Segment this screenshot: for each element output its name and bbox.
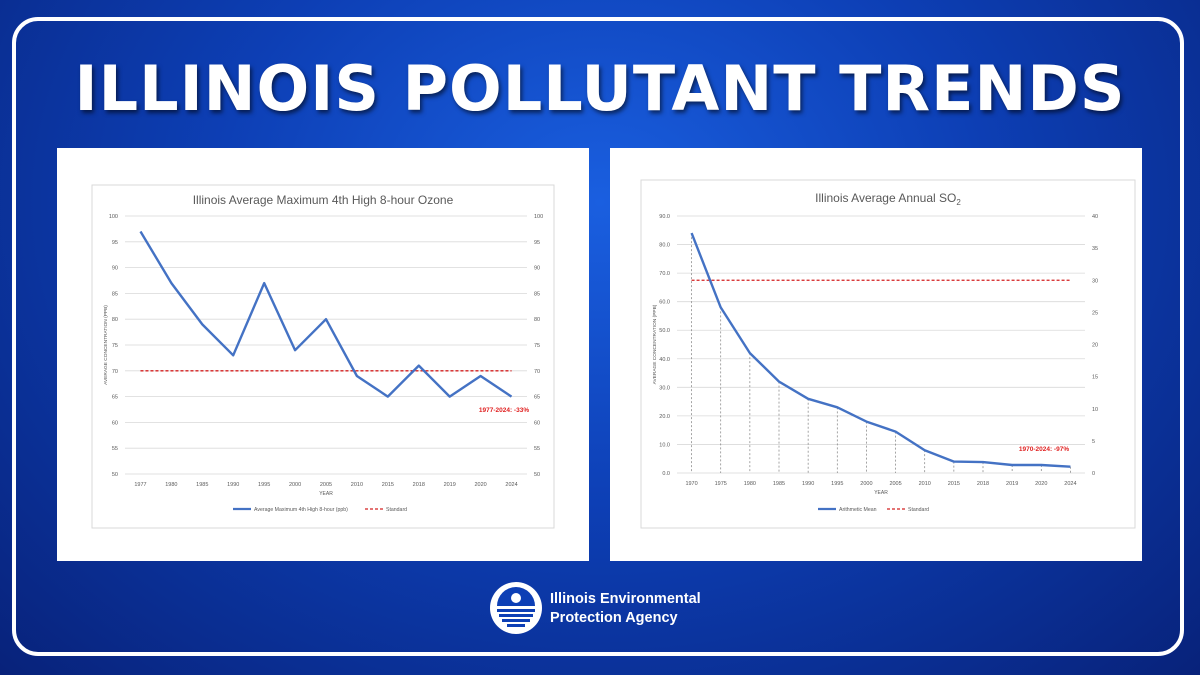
legend-label-standard: Standard: [386, 507, 407, 513]
x-tick-label: 2024: [1064, 481, 1076, 487]
y-tick-label: 90: [112, 266, 118, 272]
y-tick-label: 50: [112, 472, 118, 478]
y-tick-label: 85: [112, 291, 118, 297]
y-tick-label: 50.0: [659, 328, 670, 334]
x-tick-label: 2005: [320, 482, 332, 488]
x-tick-label: 2018: [413, 482, 425, 488]
y-axis-title: AVERAGE CONCENTRATION (PPB): [652, 304, 658, 384]
y-tick-label: 95: [112, 240, 118, 246]
x-tick-label: 1985: [196, 482, 208, 488]
y-tick-label: 0.0: [662, 471, 670, 477]
y2-tick-label: 35: [1092, 246, 1098, 252]
change-annotation: 1970-2024: -97%: [1019, 446, 1069, 453]
y2-tick-label: 20: [1092, 343, 1098, 349]
y-tick-label: 90.0: [659, 214, 670, 220]
x-axis-title: YEAR: [874, 490, 888, 496]
agency-logo-icon: [490, 582, 542, 634]
y2-tick-label: 40: [1092, 214, 1098, 220]
so2-chart: Illinois Average Annual SO2 0.0 10.0 20.0 30…: [640, 179, 1136, 529]
y2-tick-label: 90: [534, 266, 540, 272]
x-tick-label: 1995: [258, 482, 270, 488]
x-tick-label: 2020: [1035, 481, 1047, 487]
x-tick-label: 2020: [474, 482, 486, 488]
agency-name-line1: Illinois Environmental: [550, 591, 701, 607]
y-tick-label: 40.0: [659, 357, 670, 363]
y-tick-label: 30.0: [659, 385, 670, 391]
x-tick-label: 1980: [744, 481, 756, 487]
y-axis-title: AVERAGE CONCENTRATION (PPB): [103, 305, 109, 385]
legend-label-standard: Standard: [908, 507, 929, 513]
x-tick-label: 1975: [715, 481, 727, 487]
y-tick-label: 80.0: [659, 243, 670, 249]
x-axis-title: YEAR: [319, 491, 333, 497]
y-tick-label: 65: [112, 395, 118, 401]
y2-tick-label: 55: [534, 446, 540, 452]
y2-tick-label: 80: [534, 317, 540, 323]
y2-tick-label: 50: [534, 472, 540, 478]
x-tick-label: 1977: [134, 482, 146, 488]
y2-tick-label: 10: [1092, 407, 1098, 413]
x-tick-label: 2000: [289, 482, 301, 488]
y2-tick-label: 65: [534, 395, 540, 401]
x-tick-label: 2019: [444, 482, 456, 488]
x-tick-label: 2024: [505, 482, 517, 488]
change-annotation: 1977-2024: -33%: [479, 407, 529, 414]
x-tick-label: 2010: [919, 481, 931, 487]
x-tick-label: 1990: [802, 481, 814, 487]
y2-tick-label: 5: [1092, 439, 1095, 445]
y2-tick-label: 75: [534, 343, 540, 349]
chart-title: Illinois Average Maximum 4th High 8-hour…: [193, 193, 454, 207]
x-tick-label: 1995: [831, 481, 843, 487]
y-tick-label: 20.0: [659, 414, 670, 420]
y2-tick-label: 85: [534, 291, 540, 297]
y2-tick-label: 15: [1092, 375, 1098, 381]
y-tick-label: 75: [112, 343, 118, 349]
chart-title: Illinois Average Annual SO2: [815, 191, 961, 207]
agency-name-line2: Protection Agency: [550, 610, 678, 626]
x-tick-label: 2000: [860, 481, 872, 487]
banner-title: ILLINOIS POLLUTANT TRENDS: [74, 52, 1126, 125]
y-tick-label: 10.0: [659, 442, 670, 448]
outer-frame: [12, 17, 1184, 656]
y2-tick-label: 0: [1092, 471, 1095, 477]
x-tick-label: 1985: [773, 481, 785, 487]
y-tick-label: 80: [112, 317, 118, 323]
ozone-chart: Illinois Average Maximum 4th High 8-hour…: [91, 184, 555, 529]
y-tick-label: 60.0: [659, 300, 670, 306]
x-tick-label: 2019: [1006, 481, 1018, 487]
y-tick-label: 100: [109, 214, 118, 220]
chart-area-border: [91, 184, 555, 529]
y-tick-label: 70: [112, 369, 118, 375]
x-tick-label: 2010: [351, 482, 363, 488]
x-tick-label: 2005: [889, 481, 901, 487]
x-tick-label: 2015: [948, 481, 960, 487]
x-tick-label: 1980: [165, 482, 177, 488]
ozone-chart-panel: Illinois Average Maximum 4th High 8-hour…: [57, 148, 589, 561]
y2-tick-label: 100: [534, 214, 543, 220]
x-tick-label: 1990: [227, 482, 239, 488]
main-series-line: [690, 232, 1071, 468]
legend-label-series: Average Maximum 4th High 8-hour (ppb): [254, 507, 348, 513]
y2-tick-label: 30: [1092, 278, 1098, 284]
y-tick-label: 55: [112, 446, 118, 452]
legend-label-series: Arithmetic Mean: [839, 507, 877, 513]
y2-tick-label: 25: [1092, 310, 1098, 316]
agency-name: Illinois Environmental Protection Agency: [550, 590, 701, 628]
y-tick-label: 70.0: [659, 271, 670, 277]
x-tick-label: 1970: [685, 481, 697, 487]
y2-tick-label: 60: [534, 420, 540, 426]
y2-tick-label: 95: [534, 240, 540, 246]
x-tick-label: 2015: [382, 482, 394, 488]
so2-chart-panel: Illinois Average Annual SO2 0.0 10.0 20.0 30…: [610, 148, 1142, 561]
y-tick-label: 60: [112, 420, 118, 426]
x-tick-label: 2018: [977, 481, 989, 487]
chart-area-border: [640, 179, 1136, 529]
y2-tick-label: 70: [534, 369, 540, 375]
agency-logo-block: Illinois Environmental Protection Agency: [489, 578, 729, 638]
